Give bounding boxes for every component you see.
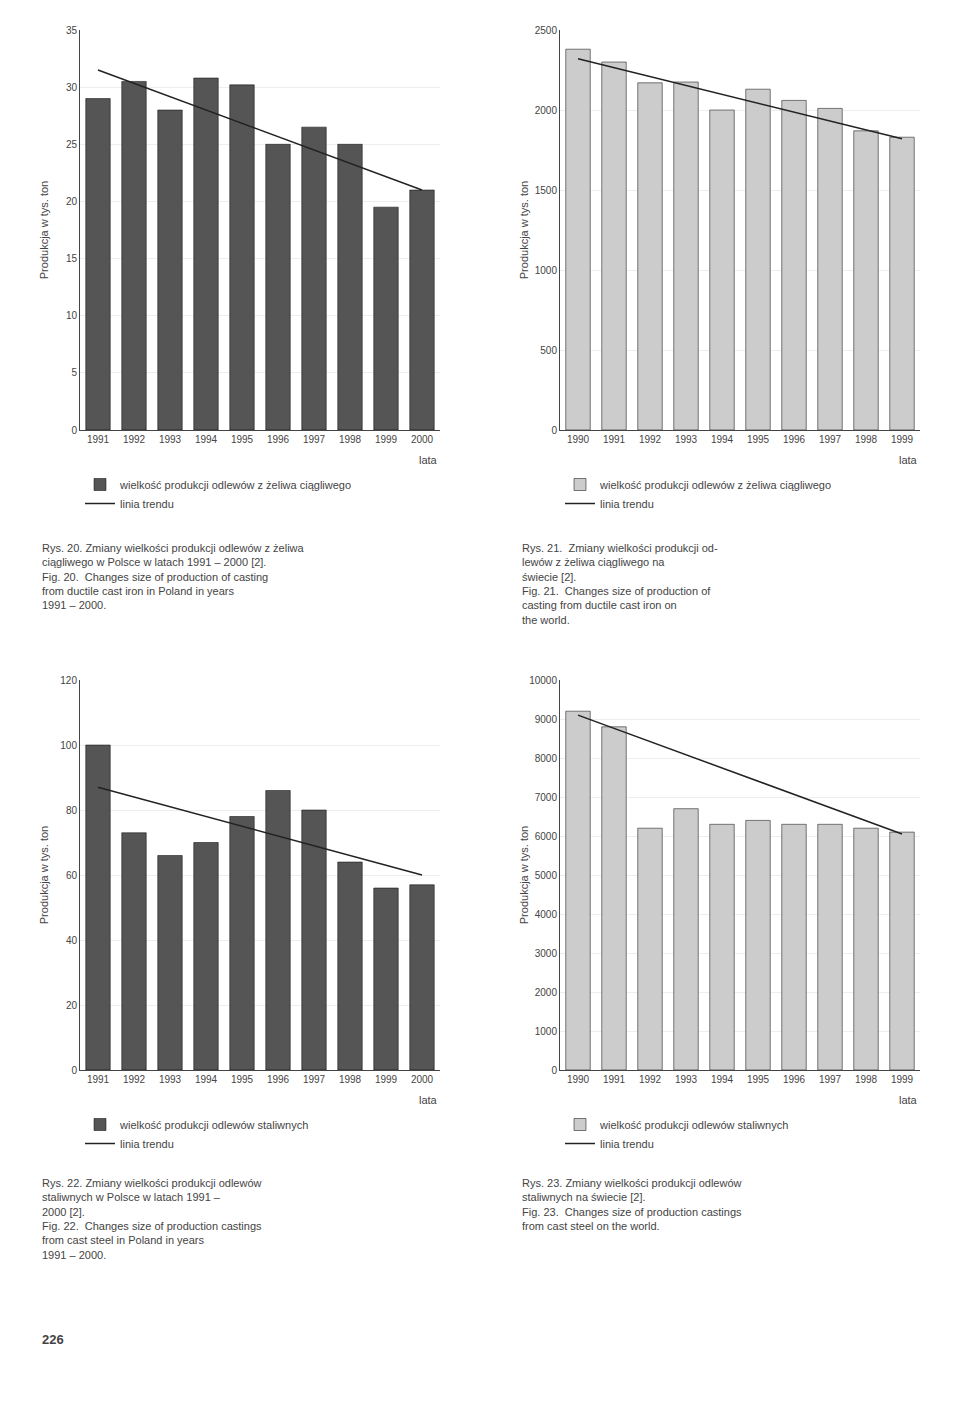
svg-text:Produkcja w tys. ton: Produkcja w tys. ton [518,826,530,924]
svg-text:1995: 1995 [231,1074,254,1085]
svg-text:0: 0 [551,1065,557,1076]
svg-text:80: 80 [66,805,78,816]
svg-text:10000: 10000 [529,675,557,686]
svg-text:1999: 1999 [375,434,398,445]
svg-text:Produkcja w tys. ton: Produkcja w tys. ton [38,826,50,924]
svg-text:Rys. 23. Zmiany wielkości prod: Rys. 23. Zmiany wielkości produkcji odle… [522,1177,742,1232]
svg-text:Rys. 20. Zmiany wielkości prod: Rys. 20. Zmiany wielkości produkcji odle… [42,542,305,611]
svg-text:2500: 2500 [535,25,558,36]
svg-text:5000: 5000 [535,870,558,881]
svg-text:9000: 9000 [535,714,558,725]
svg-text:120: 120 [60,675,77,686]
svg-text:1994: 1994 [195,1074,218,1085]
svg-text:wielkość produkcji odlewów sta: wielkość produkcji odlewów staliwnych [119,1119,308,1131]
svg-text:linia trendu: linia trendu [120,498,174,510]
svg-text:7000: 7000 [535,792,558,803]
svg-text:100: 100 [60,740,77,751]
svg-text:1991: 1991 [87,1074,110,1085]
svg-text:1997: 1997 [819,434,842,445]
svg-text:1996: 1996 [267,1074,290,1085]
svg-text:10: 10 [66,310,78,321]
svg-text:1995: 1995 [747,1074,770,1085]
svg-text:15: 15 [66,253,78,264]
svg-text:1995: 1995 [231,434,254,445]
svg-text:Rys. 22. Zmiany wielkości prod: Rys. 22. Zmiany wielkości produkcji odle… [42,1177,262,1261]
svg-text:20: 20 [66,1000,78,1011]
svg-text:wielkość produkcji odlewów z ż: wielkość produkcji odlewów z żeliwa ciąg… [119,479,351,491]
svg-text:linia trendu: linia trendu [600,498,654,510]
svg-text:1992: 1992 [639,1074,662,1085]
svg-text:0: 0 [71,1065,77,1076]
svg-text:1992: 1992 [123,1074,146,1085]
svg-text:226: 226 [42,1332,64,1347]
svg-text:1993: 1993 [159,434,182,445]
svg-text:Produkcja w tys. ton: Produkcja w tys. ton [518,181,530,279]
svg-text:1994: 1994 [195,434,218,445]
svg-text:1991: 1991 [603,434,626,445]
svg-text:1996: 1996 [267,434,290,445]
svg-text:0: 0 [551,425,557,436]
svg-text:1990: 1990 [567,1074,590,1085]
svg-text:1998: 1998 [855,1074,878,1085]
svg-text:1992: 1992 [123,434,146,445]
svg-text:lata: lata [899,454,918,466]
svg-text:1999: 1999 [891,1074,914,1085]
svg-text:1997: 1997 [303,1074,326,1085]
svg-text:1999: 1999 [891,434,914,445]
svg-text:linia trendu: linia trendu [600,1138,654,1150]
svg-text:1996: 1996 [783,434,806,445]
svg-text:5: 5 [71,367,77,378]
svg-text:Rys. 21. Zmiany wielkości pro: Rys. 21. Zmiany wielkości produkcji od-l… [522,542,718,626]
svg-text:1992: 1992 [639,434,662,445]
svg-text:8000: 8000 [535,753,558,764]
svg-text:35: 35 [66,25,78,36]
svg-text:Produkcja w tys. ton: Produkcja w tys. ton [38,181,50,279]
svg-text:1995: 1995 [747,434,770,445]
svg-text:1993: 1993 [159,1074,182,1085]
svg-text:1997: 1997 [819,1074,842,1085]
svg-text:2000: 2000 [535,987,558,998]
svg-text:1000: 1000 [535,1026,558,1037]
svg-text:0: 0 [71,425,77,436]
svg-text:1990: 1990 [567,434,590,445]
svg-text:1993: 1993 [675,434,698,445]
svg-text:1997: 1997 [303,434,326,445]
svg-text:2000: 2000 [411,434,434,445]
svg-text:2000: 2000 [535,105,558,116]
svg-text:60: 60 [66,870,78,881]
svg-text:lata: lata [419,454,438,466]
svg-text:1994: 1994 [711,434,734,445]
svg-text:lata: lata [899,1094,918,1106]
svg-text:1000: 1000 [535,265,558,276]
svg-text:2000: 2000 [411,1074,434,1085]
svg-text:1993: 1993 [675,1074,698,1085]
svg-text:1991: 1991 [603,1074,626,1085]
svg-text:6000: 6000 [535,831,558,842]
svg-text:1500: 1500 [535,185,558,196]
svg-text:25: 25 [66,139,78,150]
svg-text:wielkość produkcji odlewów sta: wielkość produkcji odlewów staliwnych [599,1119,788,1131]
svg-text:1999: 1999 [375,1074,398,1085]
svg-text:lata: lata [419,1094,438,1106]
svg-text:1996: 1996 [783,1074,806,1085]
svg-text:500: 500 [540,345,557,356]
svg-text:wielkość produkcji odlewów z ż: wielkość produkcji odlewów z żeliwa ciąg… [599,479,831,491]
svg-text:3000: 3000 [535,948,558,959]
svg-text:1998: 1998 [339,434,362,445]
svg-text:1998: 1998 [855,434,878,445]
svg-text:30: 30 [66,82,78,93]
svg-text:4000: 4000 [535,909,558,920]
svg-text:20: 20 [66,196,78,207]
svg-text:40: 40 [66,935,78,946]
svg-text:1991: 1991 [87,434,110,445]
svg-text:1994: 1994 [711,1074,734,1085]
svg-text:1998: 1998 [339,1074,362,1085]
svg-text:linia trendu: linia trendu [120,1138,174,1150]
